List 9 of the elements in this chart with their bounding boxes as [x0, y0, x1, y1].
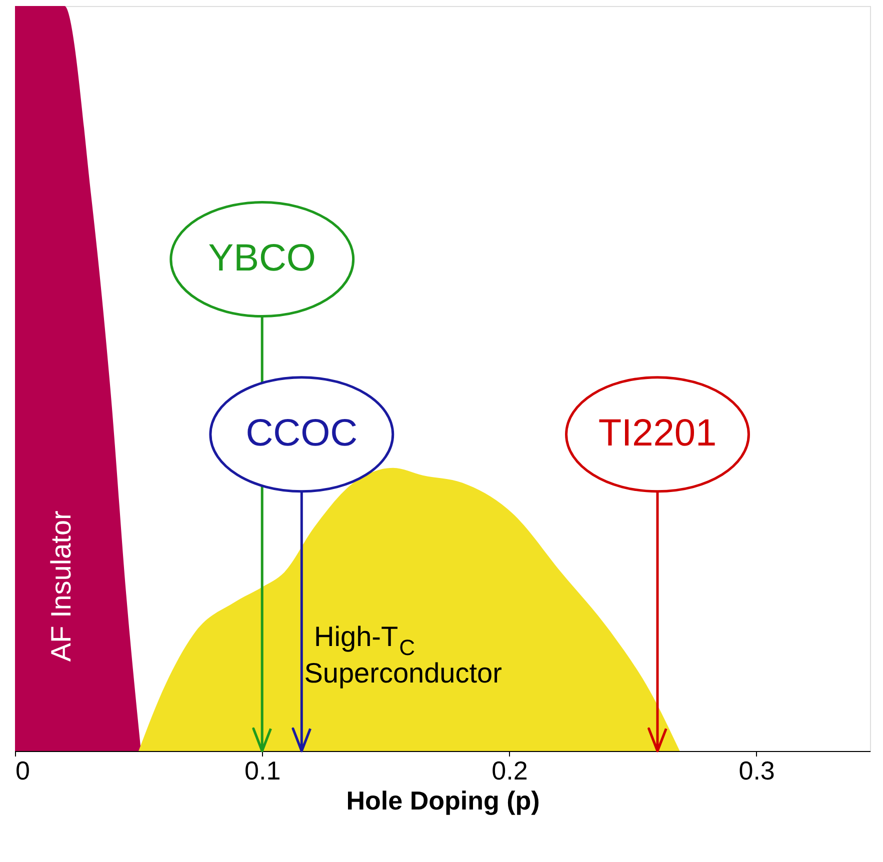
x-tick-label: 0.3 — [738, 756, 775, 786]
x-tick-label: 0 — [16, 756, 30, 786]
ref-line-label: TI2201 — [598, 412, 717, 454]
ref-line-label: CCOC — [246, 412, 358, 454]
series-label: AF Insulator — [45, 510, 76, 662]
ref-line-label: YBCO — [208, 237, 316, 280]
x-tick-label: 0.2 — [492, 756, 528, 786]
x-axis-title: Hole Doping (p) — [346, 786, 540, 816]
x-tick-label: 0.1 — [244, 756, 281, 786]
